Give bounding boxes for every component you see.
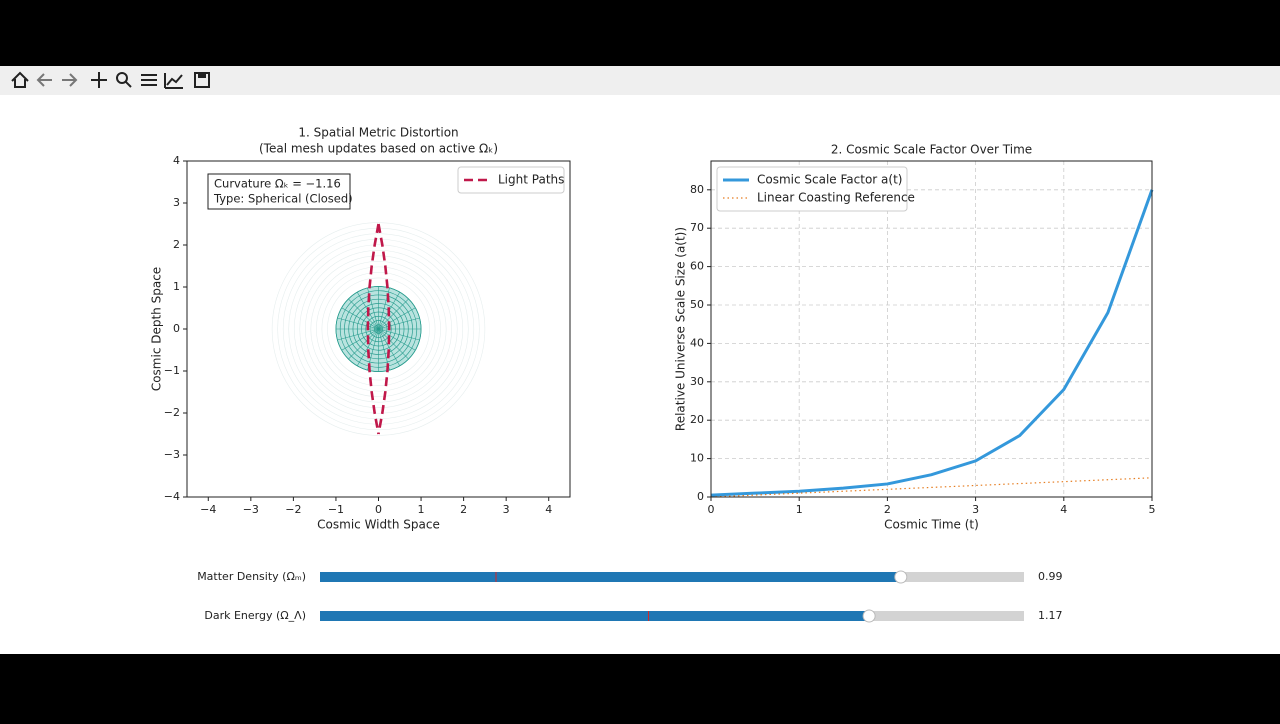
x-tick-label: −2 bbox=[285, 503, 301, 516]
save-button[interactable] bbox=[194, 72, 210, 88]
letterbox bbox=[0, 0, 1280, 66]
series-line bbox=[366, 223, 391, 435]
y-tick-label: −3 bbox=[164, 448, 180, 461]
home-button[interactable] bbox=[11, 71, 29, 88]
series-line bbox=[710, 477, 1153, 498]
y-tick-label: 40 bbox=[690, 336, 704, 349]
y-tick-label: 0 bbox=[697, 490, 704, 503]
y-tick-label: 0 bbox=[173, 322, 180, 335]
y-tick-label: −2 bbox=[164, 406, 180, 419]
slider-handle[interactable] bbox=[862, 609, 876, 623]
mesh-faint bbox=[293, 244, 464, 414]
mesh-faint bbox=[305, 255, 452, 403]
annotation: Curvature Ωₖ = −1.16 bbox=[214, 177, 341, 191]
figure bbox=[0, 95, 1280, 654]
y-tick-label: 30 bbox=[690, 375, 704, 388]
y-tick-label: 4 bbox=[173, 154, 180, 167]
y-tick-label: 10 bbox=[690, 452, 704, 465]
zoom-button[interactable] bbox=[116, 72, 132, 88]
x-tick-label: 4 bbox=[545, 503, 552, 516]
x-tick-label: 1 bbox=[418, 503, 425, 516]
slider-value: 0.99 bbox=[1038, 570, 1063, 583]
legend-box bbox=[457, 166, 565, 194]
x-tick-label: 2 bbox=[460, 503, 467, 516]
series-line bbox=[710, 189, 1154, 497]
forward-button[interactable] bbox=[62, 73, 78, 87]
legend-label: Linear Coasting Reference bbox=[757, 191, 915, 205]
x-tick-label: 1 bbox=[796, 503, 803, 516]
y-tick-label: 3 bbox=[173, 196, 180, 209]
x-tick-label: −3 bbox=[243, 503, 259, 516]
y-tick-label: 60 bbox=[690, 260, 704, 273]
x-tick-label: 4 bbox=[1060, 503, 1067, 516]
mesh-faint bbox=[321, 272, 436, 386]
chart-title: 2. Cosmic Scale Factor Over Time bbox=[831, 143, 1032, 157]
pan-button[interactable] bbox=[91, 72, 107, 88]
y-tick-label: 2 bbox=[173, 238, 180, 251]
x-tick-label: −4 bbox=[200, 503, 216, 516]
slider-label: Dark Energy (Ω_Λ) bbox=[204, 609, 306, 622]
y-tick-label: 80 bbox=[690, 183, 704, 196]
legend-box bbox=[716, 166, 908, 212]
plot-frame bbox=[186, 160, 571, 498]
back-button[interactable] bbox=[36, 73, 52, 87]
x-tick-label: 0 bbox=[375, 503, 382, 516]
y-tick-label: 50 bbox=[690, 298, 704, 311]
slider-handle[interactable] bbox=[894, 570, 908, 584]
slider-label: Matter Density (Ωₘ) bbox=[197, 570, 306, 583]
y-tick-label: 20 bbox=[690, 413, 704, 426]
x-axis-label: Cosmic Time (t) bbox=[884, 518, 979, 532]
slider-fill bbox=[320, 572, 901, 582]
x-tick-label: 3 bbox=[972, 503, 979, 516]
legend-label: Cosmic Scale Factor a(t) bbox=[757, 173, 902, 187]
x-tick-label: 5 bbox=[1149, 503, 1156, 516]
plot-frame bbox=[710, 160, 1153, 498]
mesh-faint bbox=[310, 261, 447, 397]
mesh-spoke bbox=[337, 317, 420, 341]
slider-fill bbox=[320, 611, 870, 621]
y-tick-label: −4 bbox=[164, 490, 180, 503]
mesh-faint bbox=[327, 277, 430, 381]
y-tick-label: 70 bbox=[690, 221, 704, 234]
edit-axis-button[interactable] bbox=[164, 73, 183, 89]
x-tick-label: 2 bbox=[884, 503, 891, 516]
slider-value: 1.17 bbox=[1038, 609, 1063, 622]
y-tick-label: −1 bbox=[164, 364, 180, 377]
chart-title: 1. Spatial Metric Distortion bbox=[298, 126, 458, 140]
y-axis-label: Relative Universe Scale Size (a(t)) bbox=[674, 227, 688, 431]
x-tick-label: 3 bbox=[503, 503, 510, 516]
mesh-faint bbox=[299, 249, 458, 409]
y-tick-label: 1 bbox=[173, 280, 180, 293]
x-axis-label: Cosmic Width Space bbox=[317, 518, 440, 532]
annotation-box bbox=[207, 173, 351, 210]
letterbox bbox=[0, 654, 1280, 720]
mesh-faint bbox=[288, 238, 469, 420]
mesh-faint bbox=[282, 233, 475, 425]
x-tick-label: −1 bbox=[328, 503, 344, 516]
toolbar bbox=[0, 66, 1280, 95]
mesh-faint bbox=[271, 222, 486, 436]
configure-button[interactable] bbox=[141, 74, 157, 86]
x-tick-label: 0 bbox=[708, 503, 715, 516]
y-axis-label: Cosmic Depth Space bbox=[150, 267, 164, 391]
annotation: Type: Spherical (Closed) bbox=[213, 192, 353, 206]
legend-label: Light Paths bbox=[498, 173, 564, 187]
chart-subtitle: (Teal mesh updates based on active Ωₖ) bbox=[259, 142, 498, 156]
mesh-faint bbox=[316, 266, 441, 392]
